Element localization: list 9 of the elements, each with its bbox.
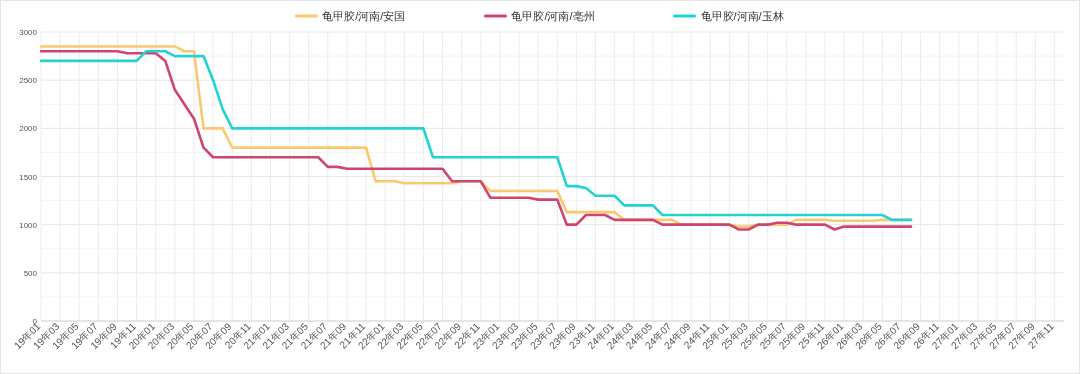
y-tick-label: 2000 [19, 124, 38, 134]
y-tick-label: 3000 [19, 28, 38, 37]
y-tick-label: 1500 [19, 172, 38, 182]
legend-label: 龟甲胶/河南/安国 [322, 10, 406, 22]
legend-label: 龟甲胶/河南/玉林 [700, 10, 784, 22]
y-tick-label: 2500 [19, 76, 38, 86]
y-tick-label: 1000 [19, 220, 38, 230]
y-tick-label: 500 [23, 268, 38, 278]
legend-label: 龟甲胶/河南/亳州 [511, 10, 595, 22]
